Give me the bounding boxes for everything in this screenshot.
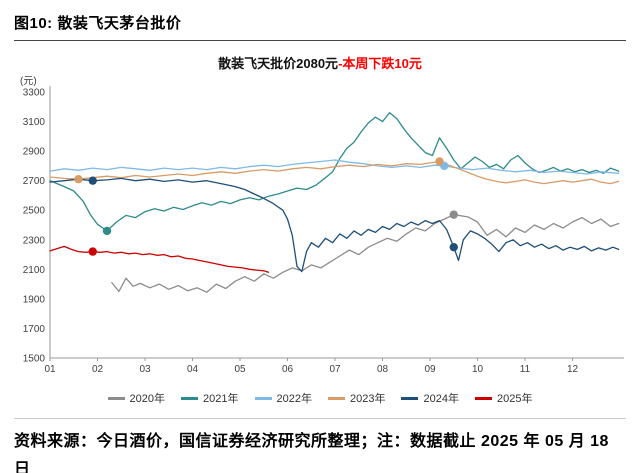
y-tick-label: 1500 [23, 354, 46, 365]
legend-label: 2022年 [276, 393, 312, 405]
series-line-2022年 [49, 159, 620, 175]
y-tick-label: 1900 [23, 294, 46, 305]
legend-label: 2023年 [350, 393, 386, 405]
x-tick-label: 09 [424, 364, 436, 375]
x-tick-label: 03 [139, 364, 151, 375]
chart-title: 散装飞天批价2080元-本周下跌10元 [14, 53, 626, 72]
chart-title-main: 散装飞天批价2080元 [218, 56, 339, 71]
y-tick-label: 3300 [23, 88, 46, 99]
x-tick-label: 08 [377, 364, 389, 375]
series-line-2020年 [111, 214, 620, 293]
legend-item-2025年: 2025年 [474, 390, 533, 406]
y-tick-label: 1700 [23, 324, 46, 335]
legend-label: 2024年 [423, 393, 459, 405]
line-chart-canvas: 3300 3100 2900 2700 2500 2300 2100 1900 1700 1500… [20, 76, 624, 375]
legend-item-2023年: 2023年 [328, 390, 385, 406]
y-tick-label: 2900 [23, 147, 46, 158]
x-tick-label: 01 [44, 364, 56, 375]
source-note: 资料来源：今日酒价，国信证券经济研究所整理；注：数据截止 2025 年 05 月… [14, 428, 626, 473]
title-divider [14, 40, 626, 41]
source-note-line2: 年 05 月 18 日 [14, 433, 609, 473]
legend-item-2021年: 2021年 [181, 390, 239, 406]
series-marker-2023年 [74, 174, 83, 184]
x-tick-label: 04 [187, 364, 199, 375]
x-tick-label: 11 [520, 364, 531, 375]
legend-swatch [474, 396, 492, 400]
series-line-2024年 [49, 177, 620, 273]
series-marker-2025年 [88, 247, 97, 256]
legend-swatch [181, 396, 199, 400]
legend-swatch [254, 396, 272, 400]
source-note-line1: 资料来源：今日酒价，国信证券经济研究所整理；注：数据截止 2025 [14, 433, 519, 450]
y-tick-label: 2300 [23, 235, 46, 246]
series-marker-2024年 [449, 242, 458, 252]
legend-item-2020年: 2020年 [107, 390, 166, 406]
footer-divider [14, 418, 626, 419]
y-tick-label: 2100 [23, 265, 46, 276]
legend-swatch [328, 396, 345, 400]
x-tick-label: 05 [234, 364, 246, 375]
x-tick-label: 02 [92, 364, 104, 375]
x-tick-label: 06 [282, 364, 294, 375]
series-line-2023年 [49, 160, 620, 185]
legend-label: 2025年 [496, 393, 533, 405]
series-marker-2023年 [435, 157, 444, 166]
legend-swatch [401, 396, 419, 400]
legend-item-2022年: 2022年 [254, 390, 312, 406]
legend-item-2024年: 2024年 [401, 390, 459, 406]
chart-legend: 2020年 2021年 2022年 2023年 2024年 2025年 [14, 390, 626, 406]
series-marker-2024年 [88, 176, 97, 185]
series-line-2025年 [49, 245, 270, 273]
legend-swatch [107, 396, 125, 400]
y-tick-label: 3100 [23, 117, 46, 128]
x-tick-label: 07 [329, 364, 341, 375]
series-marker-2021年 [102, 226, 112, 236]
legend-label: 2020年 [129, 393, 166, 405]
series-line-2021年 [49, 112, 620, 232]
y-tick-label: 2500 [23, 206, 46, 217]
y-tick-label: 2700 [23, 176, 46, 187]
legend-label: 2021年 [203, 393, 239, 405]
x-tick-label: 12 [567, 364, 579, 375]
chart-title-highlight: -本周下跌10元 [338, 56, 422, 71]
y-axis-unit-label: (元) [20, 76, 37, 87]
moutai-price-chart: 散装飞天批价2080元-本周下跌10元 3300 3100 2900 2700 2500… [14, 53, 626, 406]
series-marker-2020年 [449, 210, 458, 219]
figure-title: 图10: 散装飞天茅台批价 [14, 15, 182, 32]
x-tick-label: 10 [472, 364, 484, 375]
